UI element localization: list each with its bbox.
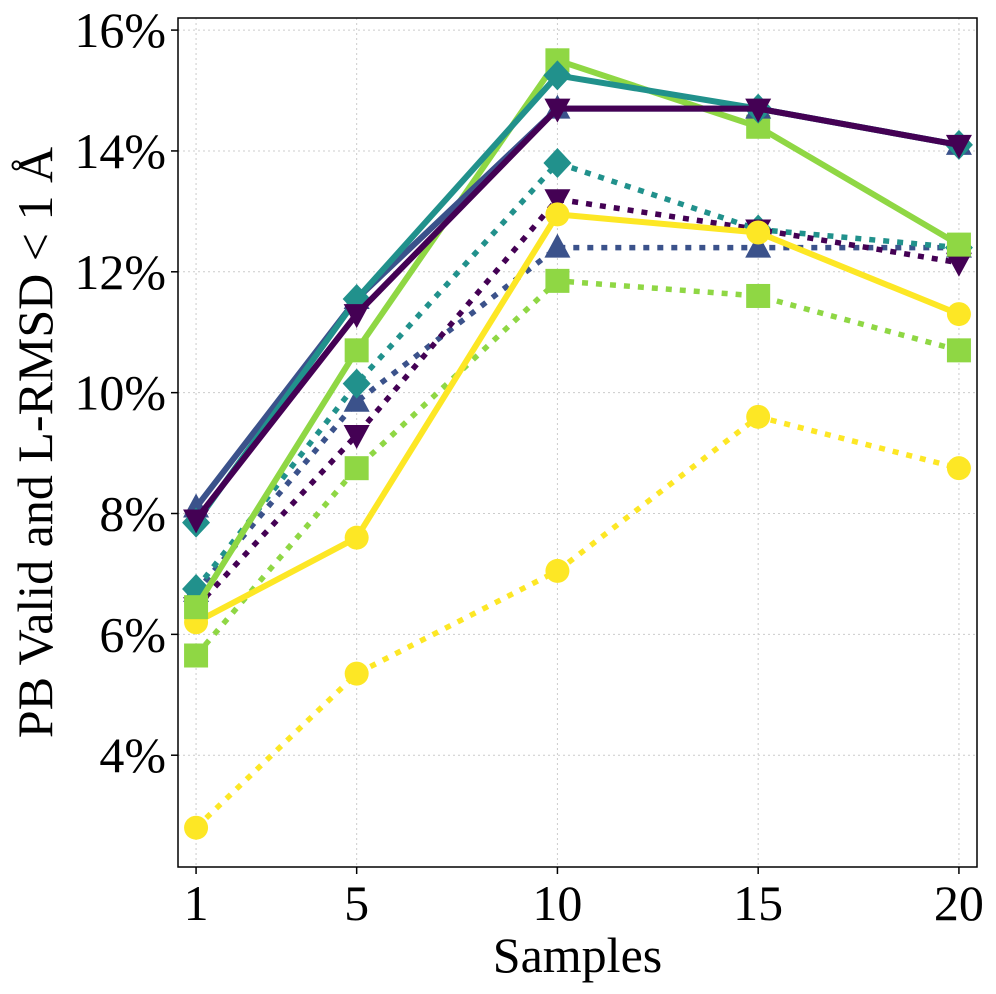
data-point: [945, 134, 972, 159]
data-point: [946, 456, 971, 481]
data-point: [543, 60, 572, 91]
data-point: [344, 661, 369, 686]
y-tick-label: 10%: [74, 365, 166, 421]
series-line: [193, 105, 960, 522]
data-point: [344, 338, 369, 363]
data-point: [946, 338, 971, 363]
data-point: [184, 815, 209, 840]
x-axis-label: Samples: [493, 927, 662, 983]
y-tick-label: 12%: [74, 244, 166, 300]
series-layer: [182, 48, 973, 840]
data-point: [343, 304, 370, 329]
data-point: [344, 525, 369, 550]
data-point: [183, 509, 210, 534]
data-point: [343, 387, 370, 412]
data-point: [945, 252, 972, 277]
data-point: [746, 114, 771, 139]
data-point: [344, 456, 369, 481]
series-line: [193, 160, 960, 591]
series-solid-square-lightgreen: [184, 48, 971, 620]
y-tick-label: 8%: [99, 486, 166, 542]
series-line: [193, 72, 960, 525]
data-point: [746, 404, 771, 429]
y-tick-label: 16%: [74, 2, 166, 58]
series-dotted-square-lightgreen: [184, 268, 971, 668]
data-point: [946, 302, 971, 327]
data-point: [545, 268, 570, 293]
data-point: [746, 220, 771, 245]
y-tick-label: 14%: [74, 123, 166, 179]
data-point: [946, 232, 971, 257]
series-dotted-triangle-down-purple: [183, 189, 972, 622]
plot-frame: [177, 17, 978, 868]
series-line: [194, 211, 961, 625]
x-tick-label: 5: [344, 875, 369, 931]
y-axis-label: PB Valid and L-RMSD < 1 Å: [7, 147, 63, 738]
data-point: [184, 595, 209, 620]
y-tick-label: 6%: [99, 606, 166, 662]
data-point: [746, 283, 771, 308]
x-tick-label: 20: [934, 875, 984, 931]
data-point: [544, 189, 571, 214]
y-tick-label: 4%: [99, 727, 166, 783]
series-line: [194, 196, 960, 610]
data-point: [544, 98, 571, 123]
series-line: [193, 278, 960, 658]
data-point: [545, 558, 570, 583]
x-tick-label: 10: [532, 875, 582, 931]
data-point: [343, 424, 370, 449]
x-axis: 1 5 10 15 20: [184, 867, 984, 931]
data-point: [545, 202, 570, 227]
y-axis: 4% 6% 8% 10% 12% 14% 16%: [74, 2, 178, 783]
data-point: [184, 643, 209, 668]
series-dotted-circle-yellow: [184, 404, 971, 840]
x-tick-label: 1: [184, 875, 209, 931]
series-line: [194, 414, 960, 830]
data-point: [745, 233, 772, 258]
series-solid-diamond-teal: [182, 60, 973, 538]
series-dotted-triangle-up-blue: [183, 233, 972, 603]
series-solid-triangle-down-purple: [183, 98, 972, 534]
data-point: [544, 233, 571, 258]
data-point: [745, 98, 772, 123]
data-point: [543, 148, 572, 179]
data-point: [342, 368, 371, 399]
x-tick-label: 15: [733, 875, 783, 931]
series-solid-circle-yellow: [184, 202, 971, 635]
